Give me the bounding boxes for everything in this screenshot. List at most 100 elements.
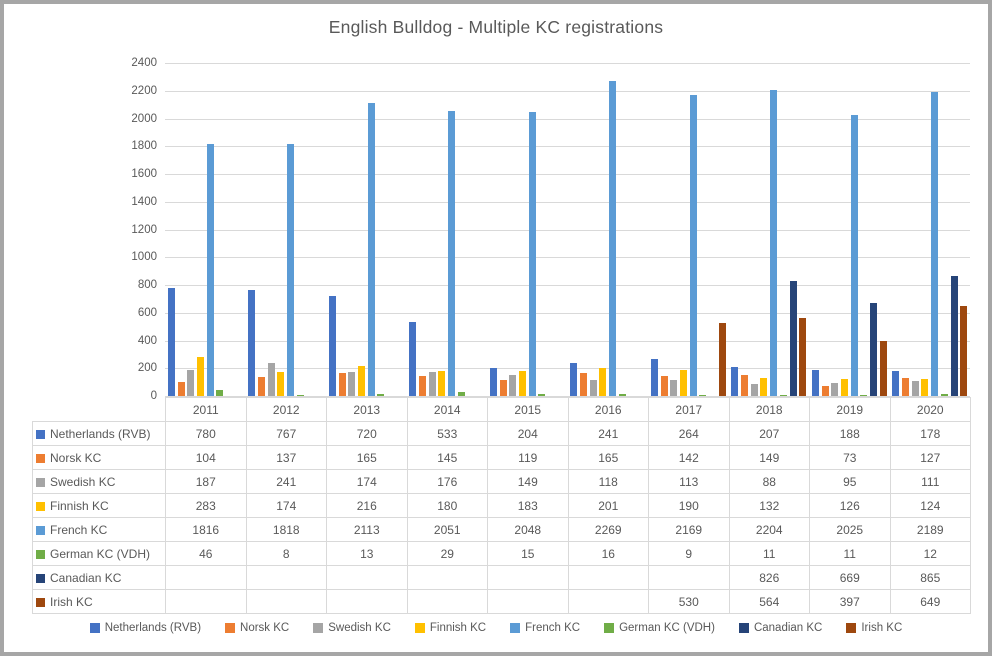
y-tick-label: 1600 — [131, 168, 157, 180]
y-tick-label: 2400 — [131, 57, 157, 69]
value-cell — [406, 589, 488, 614]
legend-item: French KC — [510, 622, 580, 634]
series-name-cell: French KC — [32, 517, 166, 542]
value-cell: 11 — [728, 541, 810, 566]
bar — [902, 378, 909, 396]
series-color-icon — [36, 477, 45, 487]
value-cell: 142 — [648, 445, 730, 470]
y-tick-label: 600 — [137, 306, 157, 319]
series-name-cell: Netherlands (RVB) — [32, 421, 166, 446]
bar — [699, 394, 707, 396]
bar — [660, 376, 668, 396]
chart-title: English Bulldog - Multiple KC registrati… — [328, 17, 664, 37]
bar — [618, 393, 626, 396]
value-cell: 149 — [487, 469, 569, 494]
value-cell: 149 — [728, 445, 810, 470]
legend-swatch-icon — [846, 623, 857, 633]
bar — [892, 371, 900, 396]
legend-swatch-icon — [313, 623, 324, 633]
gridline — [165, 368, 970, 370]
series-name-cell: Irish KC — [32, 589, 166, 614]
value-cell: 669 — [809, 565, 891, 590]
year-cell: 2017 — [648, 397, 730, 422]
bar — [760, 377, 768, 396]
value-cell: 2269 — [567, 517, 649, 542]
value-cell: 178 — [889, 421, 971, 446]
bar — [911, 380, 919, 396]
table-row: Norsk KC 104 137 165 145 119 165 142 149 73 127 — [32, 445, 971, 470]
value-cell: 119 — [487, 445, 569, 470]
year-cell: 2018 — [728, 397, 810, 422]
bar — [428, 371, 436, 396]
value-cell: 12 — [889, 541, 971, 566]
value-cell: 8 — [245, 541, 327, 566]
value-cell: 216 — [326, 493, 408, 518]
gridline — [165, 257, 970, 259]
bar — [357, 366, 365, 396]
value-cell: 111 — [889, 469, 971, 494]
value-cell: 165 — [326, 445, 408, 470]
bar — [499, 379, 507, 396]
value-cell: 188 — [809, 421, 891, 446]
value-cell: 145 — [406, 445, 488, 470]
chart-canvas: 0 200 400 600 800 1000 1200 1400 1600 1800 2000 220… — [4, 4, 988, 652]
bar — [187, 370, 195, 396]
gridline — [165, 146, 970, 148]
value-cell: 137 — [245, 445, 327, 470]
value-cell: 530 — [648, 589, 730, 614]
value-cell: 2189 — [889, 517, 971, 542]
year-cell: 2013 — [326, 397, 408, 422]
value-cell: 201 — [567, 493, 649, 518]
bar — [831, 382, 839, 396]
legend-swatch-icon — [414, 623, 425, 633]
gridline — [165, 285, 970, 286]
value-cell: 649 — [889, 589, 971, 614]
legend-swatch-icon — [604, 623, 615, 633]
value-cell: 2204 — [728, 517, 810, 542]
value-cell: 46 — [165, 541, 247, 566]
bar — [589, 379, 597, 396]
bar — [821, 385, 829, 396]
value-cell: 88 — [728, 469, 810, 494]
bar — [580, 373, 587, 396]
value-cell: 15 — [487, 541, 569, 566]
value-cell: 1816 — [165, 517, 247, 542]
gridline — [165, 63, 970, 64]
legend-item: Canadian KC — [738, 622, 822, 634]
bar — [348, 371, 356, 396]
bar — [850, 115, 858, 396]
value-cell: 2113 — [326, 517, 408, 542]
table-row: Irish KC 530 564 397 649 — [32, 589, 971, 614]
year-cell: 2019 — [809, 397, 891, 422]
year-cell: 2012 — [245, 397, 327, 422]
bar — [609, 81, 617, 396]
value-cell: 241 — [245, 469, 327, 494]
bar — [457, 392, 465, 396]
year-cell: 2016 — [567, 397, 649, 422]
bar — [950, 276, 958, 396]
series-color-icon — [36, 429, 45, 439]
bar — [750, 383, 758, 396]
bar — [167, 287, 175, 396]
legend-label: Irish KC — [861, 622, 903, 634]
gridline — [165, 90, 970, 92]
chart-data-table: 2011 2012 2013 2014 2015 2016 2017 2018 2019 2020… — [32, 397, 971, 614]
value-cell: 767 — [245, 421, 327, 446]
value-cell: 104 — [165, 445, 247, 470]
value-cell: 174 — [245, 493, 327, 518]
legend-swatch-icon — [510, 623, 521, 633]
bar — [870, 303, 877, 396]
bar — [789, 281, 797, 396]
table-corner-cell — [33, 398, 166, 422]
bar — [718, 322, 726, 396]
bar — [879, 340, 887, 396]
series-color-icon — [36, 549, 45, 559]
value-cell: 113 — [648, 469, 730, 494]
value-cell: 564 — [728, 589, 810, 614]
value-cell: 11 — [809, 541, 891, 566]
value-cell: 204 — [487, 421, 569, 446]
bar — [599, 368, 607, 396]
y-tick-label: 0 — [150, 390, 157, 402]
bar — [287, 143, 295, 396]
series-name-cell: Swedish KC — [32, 469, 166, 494]
